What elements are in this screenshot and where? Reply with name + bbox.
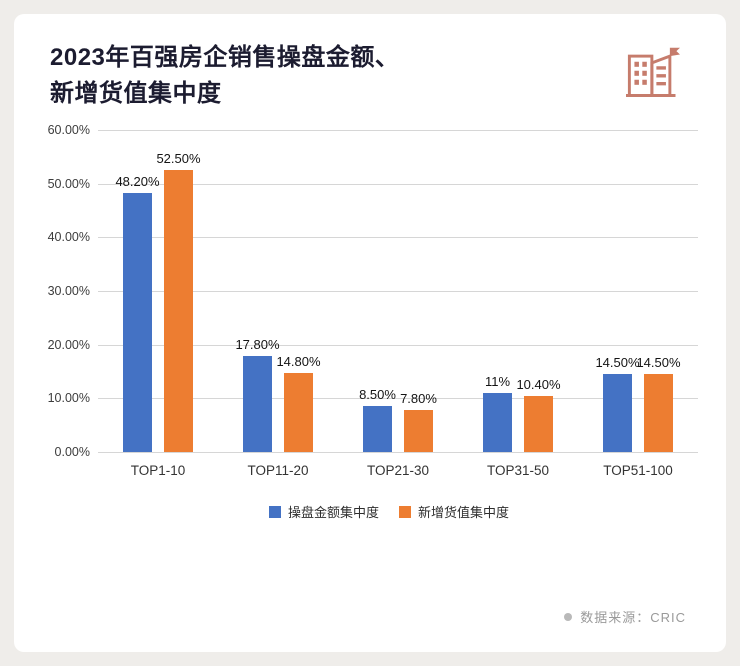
bar-wrap: 10.40% [516, 130, 561, 452]
y-axis-tick-label: 60.00% [47, 123, 90, 137]
bar-series2-TOP1-10 [164, 170, 193, 452]
bar-wrap: 52.50% [156, 130, 201, 452]
x-axis-category-label: TOP1-10 [130, 463, 186, 478]
bar-wrap: 11% [483, 130, 512, 452]
bar-series1-TOP51-100 [603, 374, 632, 452]
chart-title-line1: 2023年百强房企销售操盘金额、 [50, 44, 400, 71]
gridline [98, 237, 698, 239]
bar-value-label: 52.50% [156, 151, 201, 167]
plot-area: 48.20% 52.50% 17.80% 14.80% 8.50% 7.80% 11% 10.… [98, 130, 698, 453]
bar-wrap: 17.80% [235, 130, 280, 452]
bar-value-label: 11% [484, 373, 511, 389]
bar-value-label: 14.50% [595, 355, 640, 371]
bar-value-label: 7.80% [400, 391, 437, 407]
gridline [98, 130, 698, 131]
bar-group: 11% 10.40% [458, 130, 578, 452]
bar-group: 14.50% 14.50% [578, 130, 698, 452]
x-axis-category-label: TOP21-30 [366, 463, 430, 478]
data-source: 数据来源：CRIC [564, 607, 686, 626]
chart-card: 2023年百强房企销售操盘金额、 新增货值集中度 [14, 14, 726, 652]
building-icon [624, 46, 682, 105]
legend-swatch-icon [268, 505, 281, 518]
y-axis-tick-label: 10.00% [47, 391, 90, 406]
bar-value-label: 17.80% [235, 337, 280, 353]
bar-series2-TOP51-100 [644, 374, 673, 452]
y-axis: 60.00% 50.00% 40.00% 30.00% 20.00% 10.00% 0.00… [40, 123, 90, 459]
bar-value-label: 8.50% [359, 387, 396, 403]
bar-wrap: 48.20% [115, 130, 160, 452]
bar-value-label: 48.20% [115, 174, 160, 190]
bullet-dot-icon [564, 612, 573, 621]
chart-legend: 操盘金额集中度 新增货值集中度 [80, 502, 698, 521]
legend-item: 操盘金额集中度 [268, 502, 379, 521]
bar-series1-TOP21-30 [363, 406, 392, 452]
x-axis-category-label: TOP11-20 [247, 463, 309, 478]
bar-wrap: 14.80% [276, 130, 321, 452]
bar-wrap: 14.50% [636, 130, 681, 452]
gridline [98, 452, 698, 453]
bar-wrap: 14.50% [595, 130, 640, 452]
chart-title: 2023年百强房企销售操盘金额、 新增货值集中度 [50, 40, 399, 112]
bar-series2-TOP31-50 [524, 396, 553, 452]
bar-value-label: 14.80% [276, 353, 321, 369]
bar-series2-TOP11-20 [284, 372, 313, 452]
x-axis-category-label: TOP31-50 [486, 463, 550, 478]
gridline [98, 183, 698, 185]
legend-label: 操盘金额集中度 [287, 505, 379, 520]
bar-series1-TOP1-10 [123, 193, 152, 452]
bar-group: 48.20% 52.50% [98, 130, 218, 452]
bar-group: 8.50% 7.80% [338, 130, 458, 452]
y-axis-tick-label: 30.00% [47, 284, 90, 298]
legend-item: 新增货值集中度 [399, 502, 509, 521]
bar-series1-TOP31-50 [483, 392, 512, 452]
bar-value-label: 10.40% [516, 377, 561, 393]
y-axis-tick-label: 40.00% [47, 230, 90, 245]
bar-value-label: 14.50% [636, 355, 681, 371]
bar-groups: 48.20% 52.50% 17.80% 14.80% 8.50% 7.80% 11% 10.… [98, 130, 698, 452]
data-source-label: 数据来源：CRIC [580, 610, 686, 625]
bar-series2-TOP21-30 [404, 410, 433, 452]
gridline [98, 291, 698, 292]
bar-series1-TOP11-20 [243, 356, 272, 452]
x-axis-category-label: TOP51-100 [603, 463, 673, 478]
y-axis-tick-label: 0.00% [54, 445, 90, 459]
y-axis-tick-label: 50.00% [47, 176, 90, 191]
y-axis-tick-label: 20.00% [47, 337, 90, 352]
bar-wrap: 7.80% [400, 130, 437, 452]
bar-wrap: 8.50% [359, 130, 396, 452]
legend-label: 新增货值集中度 [418, 505, 510, 520]
x-axis-labels: TOP1-10 TOP11-20 TOP21-30 TOP31-50 TOP51-100 [98, 452, 698, 478]
legend-swatch-icon [399, 505, 411, 518]
bar-chart: 60.00% 50.00% 40.00% 30.00% 20.00% 10.00% 0.00… [40, 123, 698, 521]
chart-header: 2023年百强房企销售操盘金额、 新增货值集中度 [14, 14, 726, 116]
bar-group: 17.80% 14.80% [218, 130, 338, 452]
chart-title-line2: 新增货值集中度 [50, 80, 222, 107]
gridline [98, 344, 698, 346]
gridline [98, 398, 698, 400]
